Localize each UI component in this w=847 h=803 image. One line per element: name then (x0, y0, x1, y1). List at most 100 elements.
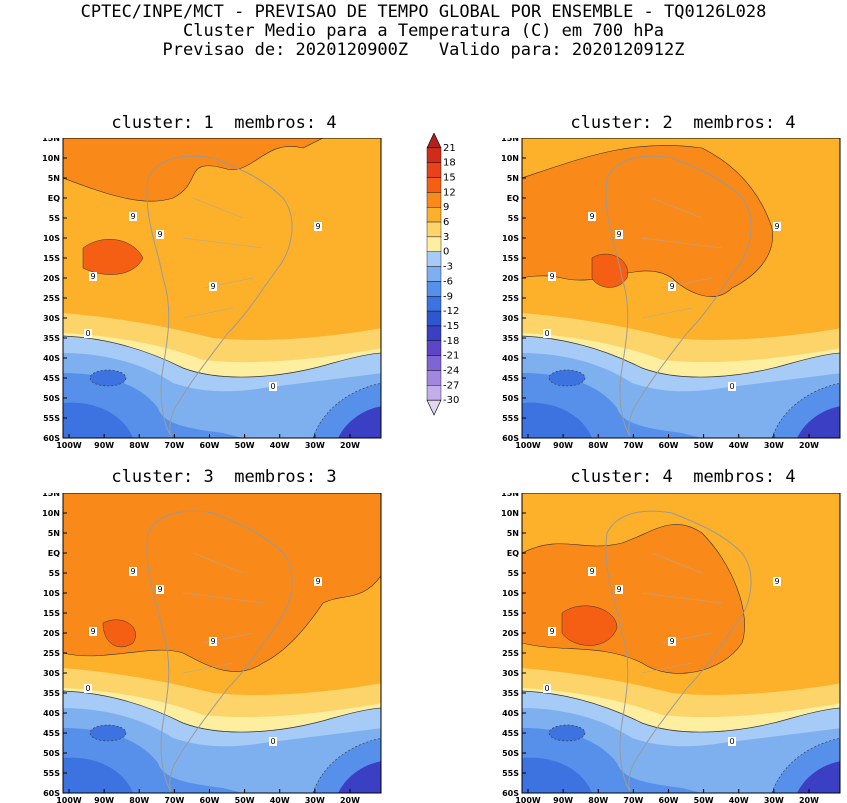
contour-label: 9 (549, 627, 554, 636)
lat-label: 45S (43, 729, 60, 738)
lon-label: 50W (235, 441, 255, 450)
header-line-3: Previsao de: 2020120900Z Valido para: 20… (162, 40, 685, 60)
lat-label: 15N (501, 493, 519, 498)
lat-label: 60S (502, 434, 519, 443)
lat-label: 5S (49, 214, 61, 223)
colorbar-label: 9 (443, 202, 449, 213)
map-panel-3: 15N 10N 5N EQ 5S 10S 15S 20S 25S 30S 35S 40S 45S 50S 5… (42, 493, 382, 803)
map-panel-2: 15N 10N 5N EQ 5S 10S 15S 20S 25S 30S 35S 40S 45S 50S 5… (501, 138, 841, 450)
header-line-1: CPTEC/INPE/MCT - PREVISAO DE TEMPO GLOBA… (80, 2, 767, 22)
contour-label: 9 (669, 637, 674, 646)
contour-label: 0 (270, 737, 275, 746)
lat-label: 5N (48, 174, 60, 183)
lon-label: 60W (200, 441, 220, 450)
contour-label: 9 (669, 282, 674, 291)
panel-title-4: cluster: 4 membros: 4 (570, 467, 796, 487)
lat-label: 5N (48, 529, 60, 538)
colorbar-label: -6 (443, 276, 453, 287)
lon-label: 100W (515, 441, 541, 450)
colorbar-label: -9 (443, 291, 453, 302)
lon-label: 70W (164, 441, 184, 450)
contour-label: 9 (315, 577, 320, 586)
lat-label: 20S (502, 274, 519, 283)
contour-label: 0 (544, 684, 549, 693)
header-line-2: Cluster Medio para a Temperatura (C) em … (182, 21, 665, 41)
lat-label: 55S (43, 414, 60, 423)
lon-label: 80W (588, 796, 608, 803)
lon-label: 20W (799, 441, 819, 450)
lat-label: EQ (48, 194, 60, 203)
contour-label: 0 (270, 382, 275, 391)
colorbar-label: -21 (443, 351, 459, 362)
lon-label: 100W (56, 796, 82, 803)
lat-label: 45S (502, 374, 519, 383)
panel-title-3: cluster: 3 membros: 3 (111, 467, 337, 487)
lon-label: 90W (94, 796, 114, 803)
contour-label: 9 (130, 212, 135, 221)
lon-label: 50W (235, 796, 255, 803)
contour-label: 9 (589, 567, 594, 576)
lon-label: 30W (305, 796, 325, 803)
colorbar-label: 18 (443, 158, 456, 169)
lat-label: 25S (502, 649, 519, 658)
lat-label: 15S (502, 254, 519, 263)
lat-label: 10N (42, 509, 60, 518)
colorbar-label: -30 (443, 395, 459, 406)
colorbar-label: 12 (443, 187, 456, 198)
lat-label: 30S (502, 314, 519, 323)
lat-label: 50S (43, 749, 60, 758)
contour-label: 0 (544, 329, 549, 338)
lat-label: 15S (43, 609, 60, 618)
contour-label: 9 (589, 212, 594, 221)
colorbar-label: -3 (443, 262, 453, 273)
lon-label: 30W (764, 796, 784, 803)
contour-label: 9 (130, 567, 135, 576)
lon-label: 90W (94, 441, 114, 450)
lat-label: 40S (502, 709, 519, 718)
lon-label: 80W (129, 796, 149, 803)
lon-label: 40W (270, 441, 290, 450)
lat-label: 5S (508, 569, 520, 578)
lat-label: 35S (502, 334, 519, 343)
lon-label: 80W (588, 441, 608, 450)
lon-label: 50W (694, 441, 714, 450)
colorbar: 21 18 15 12 9 6 3 0 -3 -6 -9 -12 -15 -18 -21 -24 -27 -30 (426, 133, 459, 416)
lon-label: 40W (729, 441, 749, 450)
lat-label: 30S (43, 314, 60, 323)
lon-label: 90W (553, 796, 573, 803)
lon-label: 60W (659, 796, 679, 803)
map-panel-1: 15N 10N 5N EQ 5S 10S 15S 20S 25S 30S 35S 40S 45S 50S 5… (42, 138, 382, 450)
contour-label: 9 (616, 230, 621, 239)
lon-label: 40W (270, 796, 290, 803)
lat-label: 60S (43, 789, 60, 798)
lat-label: 15S (43, 254, 60, 263)
lat-label: 15S (502, 609, 519, 618)
lon-label: 100W (515, 796, 541, 803)
contour-label: 9 (549, 272, 554, 281)
lat-label: 30S (43, 669, 60, 678)
lat-label: 25S (502, 294, 519, 303)
lon-label: 80W (129, 441, 149, 450)
lat-label: 45S (502, 729, 519, 738)
colorbar-label: 15 (443, 173, 456, 184)
contour-label: 9 (90, 272, 95, 281)
contour-label: 9 (315, 222, 320, 231)
lon-label: 60W (659, 441, 679, 450)
contour-label: 9 (774, 222, 779, 231)
contour-label: 9 (210, 282, 215, 291)
colorbar-label: 6 (443, 217, 449, 228)
lat-label: 35S (502, 689, 519, 698)
colorbar-label: -15 (443, 321, 459, 332)
lon-label: 90W (553, 441, 573, 450)
lat-label: 5N (507, 529, 519, 538)
lat-label: 60S (502, 789, 519, 798)
lat-label: 60S (43, 434, 60, 443)
colorbar-label: 0 (443, 247, 449, 258)
lat-label: 10S (43, 234, 60, 243)
lat-label: 35S (43, 689, 60, 698)
lat-label: EQ (48, 549, 60, 558)
lat-label: 45S (43, 374, 60, 383)
lat-label: 20S (43, 629, 60, 638)
contour-label: 9 (616, 585, 621, 594)
contour-label: 0 (85, 329, 90, 338)
